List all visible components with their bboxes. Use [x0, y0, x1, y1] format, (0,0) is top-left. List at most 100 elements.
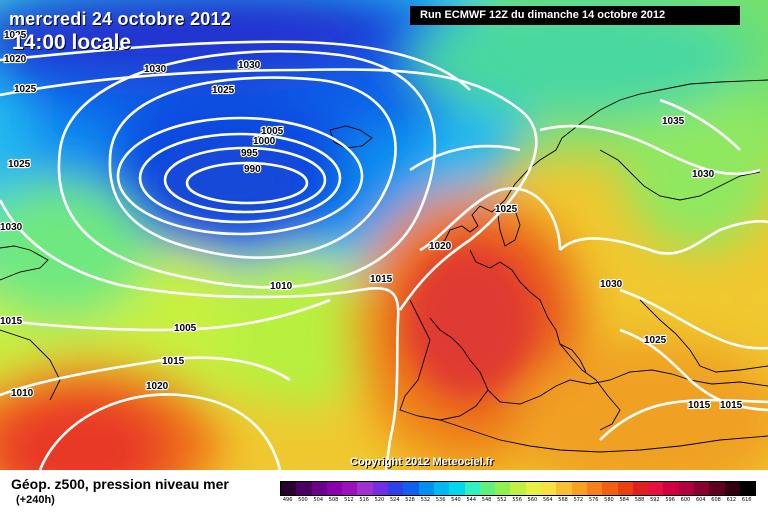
legend-label: 544: [466, 497, 477, 503]
legend-label: 536: [435, 497, 446, 503]
isobar-label: 1015: [688, 400, 711, 411]
isobar-label: 1015: [162, 356, 185, 367]
legend-swatch: [281, 482, 297, 495]
forecast-date: mercredi 24 octobre 2012: [9, 9, 231, 29]
legend-swatch: [724, 482, 740, 495]
legend-label: 500: [298, 497, 308, 503]
isobar-labels: 1025 1020 1030 1030 1025 1025 1005 1000 …: [0, 29, 744, 412]
isobar-label: 1020: [429, 241, 452, 252]
legend-label: 516: [359, 497, 369, 503]
color-scale-labels: 496 500 504 508 512 516 520 524 528 532 536 540 544 5…: [280, 497, 756, 507]
legend-label: 592: [650, 497, 660, 503]
isobar-label: 1010: [11, 388, 34, 399]
isobar-label: 1005: [174, 323, 197, 334]
isobar-label: 1030: [0, 222, 23, 233]
legend-label: 552: [497, 497, 507, 503]
legend-swatch: [648, 482, 664, 495]
legend-swatch: [479, 482, 496, 495]
legend-swatch: [556, 482, 572, 495]
legend-label: 616: [741, 497, 752, 503]
legend-label: 520: [374, 497, 385, 503]
color-scale-legend: [280, 481, 757, 496]
isobar-label: 1015: [0, 316, 23, 327]
legend-label: 512: [344, 497, 354, 503]
legend-label: 596: [665, 497, 675, 503]
isobars: [0, 40, 768, 470]
isobar-label: 995: [241, 148, 258, 159]
legend-swatch: [326, 482, 343, 495]
forecast-range: (+240h): [16, 494, 55, 506]
legend-swatch: [433, 482, 450, 495]
legend-label: 588: [634, 497, 645, 503]
legend-swatch: [388, 482, 404, 495]
legend-swatch: [571, 482, 587, 495]
geopotential-field: 1025 1020 1030 1030 1025 1025 1005 1000 …: [0, 0, 768, 470]
legend-swatch: [678, 482, 695, 495]
isobar-label: 1035: [662, 116, 685, 127]
legend-swatch: [602, 482, 618, 495]
isobar-label: 1030: [600, 279, 623, 290]
legend-label: 600: [680, 497, 691, 503]
legend-label: 528: [405, 497, 415, 503]
legend-swatch: [586, 482, 603, 495]
isobar-label: 1030: [144, 64, 167, 75]
isobar-label: 990: [244, 164, 261, 175]
legend-label: 564: [542, 497, 553, 503]
legend-swatch: [311, 482, 327, 495]
legend-label: 496: [282, 497, 293, 503]
legend-swatch: [510, 482, 526, 495]
legend-swatch: [709, 482, 725, 495]
legend-label: 548: [481, 497, 492, 503]
legend-label: 504: [313, 497, 324, 503]
isobar-label: 1030: [238, 60, 261, 71]
legend-label: 524: [389, 497, 400, 503]
isobar-label: 1015: [720, 400, 743, 411]
legend-swatch: [632, 482, 649, 495]
weather-map: 1025 1020 1030 1030 1025 1025 1005 1000 …: [0, 0, 768, 470]
legend-swatch: [449, 482, 465, 495]
legend-swatch: [541, 482, 557, 495]
legend-swatch: [495, 482, 511, 495]
isobar-label: 1015: [370, 274, 393, 285]
isobar-label: 1005: [261, 126, 284, 137]
legend-label: 560: [527, 497, 538, 503]
legend-swatch: [357, 482, 373, 495]
legend-label: 604: [695, 497, 706, 503]
isobar-label: 1025: [4, 30, 27, 41]
legend-swatch: [464, 482, 480, 495]
legend-swatch: [694, 482, 710, 495]
legend-label: 580: [604, 497, 614, 503]
legend-label: 608: [711, 497, 721, 503]
legend-swatch: [403, 482, 419, 495]
forecast-time: 14:00 locale: [12, 31, 132, 54]
legend-label: 568: [558, 497, 568, 503]
isobar-label: 1025: [212, 85, 235, 96]
legend-label: 540: [451, 497, 461, 503]
isobar-label: 1025: [644, 335, 667, 346]
legend-swatch: [296, 482, 312, 495]
copyright: Copyright 2012 Meteociel.fr: [350, 456, 494, 468]
legend-swatch: [739, 482, 756, 495]
isobar-label: 1030: [692, 169, 715, 180]
isobar-label: 1000: [253, 136, 276, 147]
isobar-label: 1020: [4, 54, 27, 65]
legend-swatch: [663, 482, 679, 495]
model-run-label: Run ECMWF 12Z du dimanche 14 octobre 201…: [410, 6, 740, 25]
legend-swatch: [617, 482, 633, 495]
legend-label: 576: [588, 497, 599, 503]
legend-label: 532: [420, 497, 431, 503]
legend-swatch: [418, 482, 434, 495]
map-footer: Géop. z500, pression niveau mer (+240h) …: [0, 470, 768, 512]
legend-label: 556: [512, 497, 522, 503]
legend-label: 612: [726, 497, 737, 503]
isobar-label: 1020: [146, 381, 169, 392]
legend-label: 572: [573, 497, 584, 503]
map-title: Géop. z500, pression niveau mer: [11, 476, 229, 492]
isobar-label: 1025: [495, 204, 518, 215]
legend-label: 584: [619, 497, 630, 503]
legend-swatch: [372, 482, 389, 495]
legend-swatch: [525, 482, 542, 495]
legend-label: 508: [328, 497, 339, 503]
isobar-label: 1010: [270, 281, 293, 292]
legend-swatch: [342, 482, 358, 495]
